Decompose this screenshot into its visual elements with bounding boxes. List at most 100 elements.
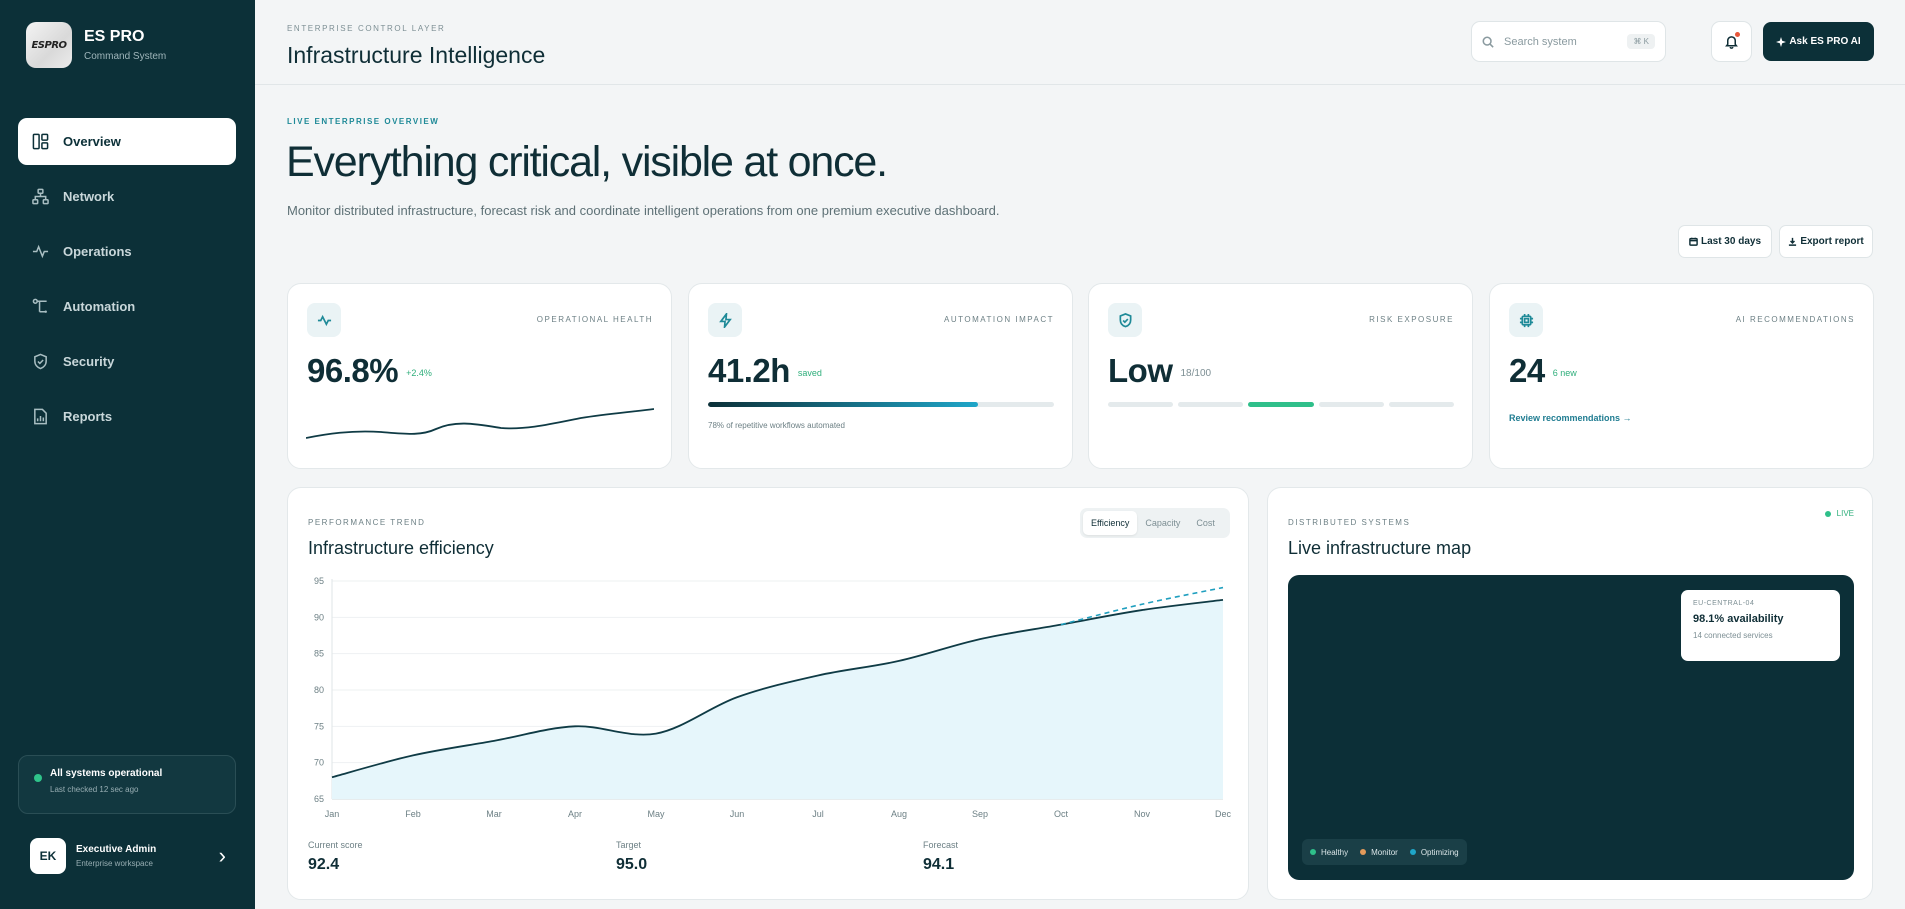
x-tick-label: Apr: [568, 809, 582, 819]
tab-efficiency[interactable]: Efficiency: [1083, 511, 1138, 535]
user-name: Executive Admin: [76, 844, 157, 855]
infrastructure-map-card: DISTRIBUTED SYSTEMS Live infrastructure …: [1267, 487, 1873, 900]
tab-cost[interactable]: Cost: [1196, 518, 1215, 528]
user-workspace: Enterprise workspace: [76, 859, 153, 868]
kpi-number: 24: [1509, 352, 1545, 389]
y-tick-label: 90: [314, 612, 324, 622]
y-tick-label: 80: [314, 685, 324, 695]
shield-check-icon: [1108, 303, 1142, 337]
efficiency-area: [332, 599, 1223, 799]
stat-label: Current score: [308, 840, 363, 850]
new-count: 6 new: [1552, 368, 1577, 379]
avatar: EK: [30, 838, 66, 874]
kpi-number: 41.2h: [708, 352, 790, 389]
card-eyebrow: DISTRIBUTED SYSTEMS: [1288, 518, 1411, 527]
x-tick-label: Jul: [812, 809, 824, 819]
kpi-value: 96.8% +2.4%: [307, 352, 432, 390]
risk-segment: [1108, 402, 1174, 407]
x-tick-label: Sep: [972, 809, 988, 819]
legend-label: Optimizing: [1420, 847, 1459, 857]
y-tick-label: 70: [314, 758, 324, 768]
y-tick-label: 75: [314, 721, 324, 731]
x-tick-label: Dec: [1215, 809, 1232, 819]
x-tick-label: Jun: [730, 809, 745, 819]
sidebar-item-label: Reports: [63, 409, 113, 424]
kpi-card-ai-recommendations[interactable]: AI RECOMMENDATIONS 24 6 new Review recomm…: [1489, 283, 1874, 469]
sidebar-item-automation[interactable]: Automation: [18, 283, 236, 330]
risk-level-meter: [1108, 402, 1455, 407]
export-report-label: Export report: [1800, 236, 1864, 247]
sidebar-item-label: Overview: [63, 134, 121, 149]
live-badge: LIVE: [1824, 509, 1854, 518]
export-report-button[interactable]: Export report: [1779, 225, 1873, 258]
chip-icon: [1509, 303, 1543, 337]
efficiency-line: [331, 599, 1224, 779]
kpi-delta: +2.4%: [406, 368, 432, 379]
header-eyebrow: ENTERPRISE CONTROL LAYER: [287, 24, 446, 33]
brand[interactable]: ESPRO ES PRO Command System: [26, 22, 166, 68]
kpi-card-operational-health[interactable]: OPERATIONAL HEALTH 96.8% +2.4%: [287, 283, 672, 469]
chevron-right-icon[interactable]: ›: [218, 843, 226, 868]
date-range-label: Last 30 days: [1700, 236, 1762, 247]
ask-ai-button[interactable]: Ask ES PRO AI: [1763, 22, 1874, 61]
date-range-button[interactable]: Last 30 days: [1678, 225, 1772, 258]
search-input[interactable]: Search system ⌘ K: [1471, 21, 1666, 62]
infrastructure-map[interactable]: EU-CENTRAL-04 98.1% availability 14 conn…: [1288, 575, 1854, 880]
kpi-label: AUTOMATION IMPACT: [944, 315, 1054, 324]
hero-title: Everything critical, visible at once.: [286, 138, 888, 186]
sidebar-item-security[interactable]: Security: [18, 338, 236, 385]
kpi-value: 24 6 new: [1509, 352, 1577, 390]
top-bar: ENTERPRISE CONTROL LAYER Infrastructure …: [255, 0, 1905, 85]
x-tick-label: Jan: [325, 809, 340, 819]
kpi-label: AI RECOMMENDATIONS: [1735, 315, 1855, 324]
notification-dot: [1735, 32, 1740, 37]
y-tick-label: 85: [314, 649, 324, 659]
legend-item-monitor: Monitor: [1360, 848, 1398, 857]
x-tick-label: Mar: [486, 809, 502, 819]
region-services: 14 connected services: [1693, 631, 1773, 640]
hero-description: Monitor distributed infrastructure, fore…: [287, 203, 1000, 218]
card-title: Infrastructure efficiency: [308, 538, 494, 558]
network-icon: [32, 188, 49, 205]
legend-dot: [1409, 849, 1416, 855]
stat-current-score: 92.4: [308, 856, 340, 873]
kpi-card-automation-impact[interactable]: AUTOMATION IMPACT 41.2h saved 78% of repe…: [688, 283, 1073, 469]
lightning-icon: [708, 303, 742, 337]
health-sparkline: [306, 408, 654, 439]
risk-segment: [1388, 402, 1455, 407]
efficiency-chart: 65 70 75 80 85 90 95 Jan Feb Mar Apr May Jun Jul Aug Se…: [314, 576, 1232, 819]
system-status-card: All systems operational Last checked 12 …: [18, 755, 236, 814]
sidebar-item-overview[interactable]: Overview: [18, 118, 236, 165]
activity-icon: [307, 303, 341, 337]
sidebar-item-operations[interactable]: Operations: [18, 228, 236, 275]
y-tick-label: 65: [314, 794, 324, 804]
kpi-unit: saved: [797, 368, 822, 379]
layout-icon: [32, 133, 49, 150]
x-tick-label: Feb: [405, 809, 421, 819]
kpi-card-risk-exposure[interactable]: RISK EXPOSURE Low 18/100: [1088, 283, 1473, 469]
brand-subtitle: Command System: [84, 51, 167, 62]
legend-item-healthy: Healthy: [1310, 848, 1348, 857]
kpi-number: Low: [1108, 352, 1173, 389]
tab-capacity[interactable]: Capacity: [1145, 518, 1181, 528]
sidebar-item-reports[interactable]: Reports: [18, 393, 236, 440]
download-icon: [1789, 237, 1797, 246]
risk-segment: [1178, 402, 1244, 407]
sidebar-item-network[interactable]: Network: [18, 173, 236, 220]
sidebar-item-label: Security: [63, 354, 115, 369]
ask-ai-label: Ask ES PRO AI: [1789, 36, 1861, 47]
brand-name: ES PRO: [84, 28, 145, 45]
map-legend: Healthy Monitor Optimizing: [1302, 839, 1467, 865]
search-placeholder: Search system: [1504, 35, 1577, 48]
search-icon: [1482, 36, 1494, 48]
region-availability: 98.1% availability: [1693, 613, 1784, 625]
notifications-button[interactable]: [1711, 21, 1752, 62]
status-dot: [34, 774, 42, 782]
sidebar: ESPRO ES PRO Command System Overview Net…: [0, 0, 255, 909]
live-label: LIVE: [1836, 509, 1854, 518]
review-recommendations-link[interactable]: Review recommendations →: [1509, 413, 1632, 423]
region-code: EU-CENTRAL-04: [1693, 600, 1755, 607]
x-tick-label: May: [647, 809, 665, 819]
user-menu[interactable]: EK Executive Admin Enterprise workspace …: [30, 838, 226, 874]
legend-label: Healthy: [1321, 847, 1349, 857]
